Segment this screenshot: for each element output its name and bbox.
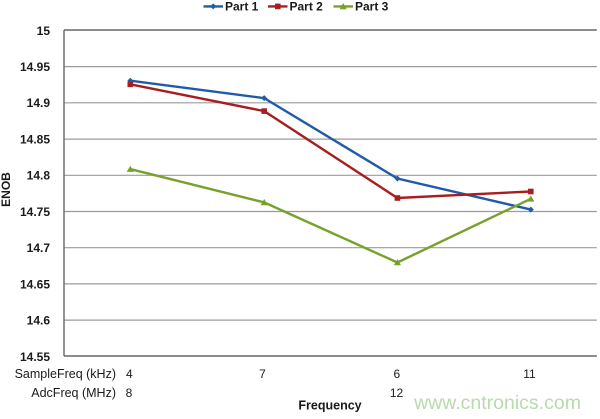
svg-text:6: 6 [393, 367, 400, 381]
svg-text:www.cntronics.com: www.cntronics.com [413, 392, 581, 414]
svg-text:Part 1: Part 1 [225, 0, 259, 14]
svg-text:Frequency: Frequency [298, 399, 361, 413]
svg-text:7: 7 [259, 367, 266, 381]
svg-text:14.75: 14.75 [20, 205, 50, 219]
svg-text:14.6: 14.6 [27, 314, 51, 328]
svg-text:ENOB: ENOB [0, 172, 13, 207]
svg-text:12: 12 [390, 386, 404, 400]
svg-text:14.65: 14.65 [20, 277, 50, 291]
svg-text:11: 11 [523, 367, 536, 381]
svg-text:AdcFreq (MHz): AdcFreq (MHz) [31, 386, 116, 400]
svg-text:14.95: 14.95 [20, 60, 50, 74]
svg-text:14.7: 14.7 [27, 241, 51, 255]
svg-text:8: 8 [126, 386, 133, 400]
svg-text:SampleFreq (kHz): SampleFreq (kHz) [15, 367, 116, 381]
svg-text:Part 2: Part 2 [290, 0, 324, 14]
svg-text:Part 3: Part 3 [355, 0, 389, 14]
svg-text:14.85: 14.85 [20, 133, 50, 147]
svg-text:14.55: 14.55 [20, 350, 50, 364]
svg-text:15: 15 [37, 24, 51, 38]
svg-text:14.9: 14.9 [27, 96, 51, 110]
svg-text:14.8: 14.8 [27, 169, 51, 183]
svg-text:4: 4 [126, 367, 133, 381]
